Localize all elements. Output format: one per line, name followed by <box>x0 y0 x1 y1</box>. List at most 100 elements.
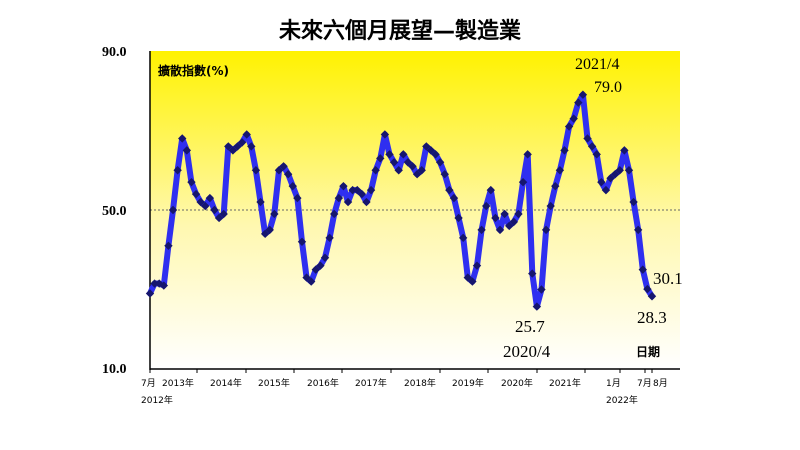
data-point <box>196 197 205 207</box>
data-point <box>597 177 606 187</box>
y-tick-50: 50.0 <box>102 204 127 219</box>
data-point <box>412 170 422 179</box>
x-tick-label-2020: 2020年 <box>501 377 533 389</box>
data-point <box>362 197 371 207</box>
chart-title: 未來六個月展望—製造業 <box>279 18 522 44</box>
data-point <box>633 225 643 235</box>
data-point <box>569 114 578 123</box>
data-point <box>463 273 472 282</box>
data-point <box>325 233 334 243</box>
data-point <box>505 221 514 231</box>
annotation-trough-value: 25.7 <box>515 317 545 336</box>
data-point <box>187 177 196 187</box>
series-markers <box>145 90 657 311</box>
data-point <box>242 130 251 139</box>
data-point <box>583 134 592 143</box>
annotation-jul-value: 30.1 <box>653 269 683 288</box>
data-point <box>173 166 182 175</box>
x-tick-label-jan: 1月 <box>606 378 621 389</box>
data-point <box>247 142 256 151</box>
data-point <box>486 185 496 195</box>
data-point <box>458 233 468 243</box>
data-point <box>546 201 555 211</box>
data-point <box>629 197 638 207</box>
data-point <box>440 170 449 179</box>
data-point <box>528 269 537 278</box>
data-point <box>518 177 528 187</box>
data-point <box>514 209 523 219</box>
data-point <box>270 209 279 219</box>
data-point <box>339 181 348 191</box>
y-axis-label: 擴散指數(%) <box>158 63 229 78</box>
data-point <box>399 150 408 159</box>
x-tick-marks <box>149 369 653 373</box>
x-tick-label-2016: 2016年 <box>307 377 339 389</box>
data-point <box>422 142 431 151</box>
data-point <box>205 193 215 203</box>
data-point <box>233 142 242 151</box>
data-point <box>620 146 629 155</box>
data-point <box>150 279 159 288</box>
data-point <box>417 166 426 175</box>
x-axis-label: 日期 <box>636 344 660 359</box>
data-point <box>638 265 647 274</box>
data-point <box>615 166 624 175</box>
x-tick-label-aug: 8月 <box>653 378 668 389</box>
data-point <box>495 225 505 235</box>
data-point <box>251 166 261 175</box>
data-point <box>357 189 367 199</box>
data-point <box>145 289 155 298</box>
data-point <box>472 261 482 270</box>
data-point <box>306 277 316 286</box>
x-tick-labels: 7月 2013年 2014年 2015年 2016年 2017年 2018年 2… <box>141 377 668 406</box>
x-sublabel-2022: 2022年 <box>606 394 638 406</box>
data-point <box>343 197 353 207</box>
data-point <box>389 158 399 167</box>
data-point <box>449 193 459 203</box>
data-point <box>408 162 417 171</box>
data-point <box>537 285 546 294</box>
data-point <box>564 122 574 131</box>
annotation-peak-date: 2021/4 <box>575 56 619 73</box>
data-point <box>348 185 357 195</box>
data-point <box>426 146 436 155</box>
data-point <box>210 205 219 215</box>
data-point <box>228 146 238 155</box>
data-point <box>224 142 233 151</box>
data-point <box>376 154 385 163</box>
data-point <box>182 146 192 155</box>
x-tick-label-2013: 2013年 <box>162 377 194 389</box>
data-point <box>643 284 652 294</box>
y-tick-10: 10.0 <box>102 362 127 377</box>
data-point <box>237 138 247 147</box>
data-point <box>500 209 509 219</box>
data-point <box>509 217 519 227</box>
x-tick-label-2019: 2019年 <box>452 377 484 389</box>
data-point <box>302 273 311 282</box>
data-point <box>555 166 565 175</box>
data-point <box>532 302 542 311</box>
data-point <box>353 185 362 195</box>
data-point <box>293 193 302 203</box>
data-point <box>260 229 270 239</box>
data-point <box>159 281 169 290</box>
data-point <box>578 90 588 99</box>
data-point <box>320 253 330 262</box>
annotation-trough-date: 2020/4 <box>503 342 551 361</box>
data-point <box>164 241 173 250</box>
data-point <box>431 150 440 159</box>
data-point <box>265 225 274 235</box>
data-point <box>283 170 293 179</box>
data-point <box>435 158 445 167</box>
data-point <box>288 181 297 191</box>
data-point <box>394 166 403 175</box>
data-point <box>601 185 611 195</box>
data-point <box>551 181 560 191</box>
data-point <box>403 158 413 167</box>
data-point <box>574 98 583 107</box>
data-point <box>311 265 320 274</box>
data-point <box>219 209 228 219</box>
data-point <box>385 150 394 159</box>
data-point <box>279 162 288 171</box>
